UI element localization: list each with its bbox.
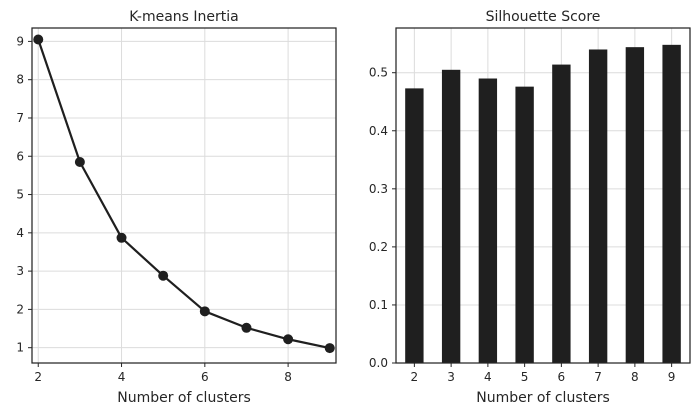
inertia-y-tick-label: 6: [16, 149, 24, 163]
inertia-y-tick-label: 1: [16, 341, 24, 355]
silhouette-y-tick-label: 0.1: [369, 298, 388, 312]
inertia-x-tick-label: 2: [34, 370, 42, 384]
inertia-data-point: [241, 322, 252, 333]
inertia-y-tick-label: 7: [16, 111, 24, 125]
inertia-data-point: [199, 306, 210, 317]
inertia-y-tick-label: 8: [16, 73, 24, 87]
silhouette-x-axis-label: Number of clusters: [476, 390, 610, 405]
silhouette-bar: [588, 49, 608, 363]
silhouette-x-tick-label: 3: [447, 370, 455, 384]
silhouette-x-tick-label: 7: [594, 370, 602, 384]
silhouette-bar: [625, 47, 645, 363]
inertia-x-tick-label: 8: [284, 370, 292, 384]
silhouette-bar: [515, 86, 534, 363]
silhouette-bar: [441, 69, 461, 363]
silhouette-x-tick-label: 8: [631, 370, 639, 384]
silhouette-bar: [478, 78, 498, 364]
silhouette-y-tick-label: 0.5: [369, 66, 388, 80]
silhouette-x-tick-label: 6: [558, 370, 566, 384]
inertia-data-point: [74, 157, 85, 167]
silhouette-y-tick-label: 0.3: [369, 182, 388, 196]
inertia-plot-frame: [31, 27, 337, 364]
silhouette-x-tick-label: 9: [668, 370, 676, 384]
inertia-y-tick-label: 9: [16, 34, 24, 48]
inertia-y-tick-label: 3: [16, 264, 24, 278]
inertia-chart-title: K-means Inertia: [129, 9, 239, 25]
silhouette-y-tick-label: 0.2: [369, 240, 388, 254]
silhouette-plot-frame: [395, 27, 691, 364]
inertia-series-line: [37, 39, 330, 350]
silhouette-chart: 0.0 0.1 0.2 0.3 0.4 0.5 2 3 4 5 6 7 8 9 Silhouette Sco…: [369, 9, 691, 405]
inertia-data-point: [33, 34, 44, 45]
silhouette-y-tick-label: 0.0: [369, 356, 388, 370]
inertia-x-tick-label: 6: [201, 370, 209, 384]
inertia-y-tick-label: 5: [16, 188, 24, 202]
silhouette-x-tick-label: 2: [411, 370, 419, 384]
silhouette-chart-title: Silhouette Score: [486, 9, 601, 25]
silhouette-x-tick-label: 4: [484, 370, 492, 384]
inertia-data-point: [283, 334, 294, 345]
inertia-x-axis-label: Number of clusters: [117, 390, 251, 405]
inertia-y-tick-label: 4: [16, 226, 24, 240]
inertia-y-tick-label: 2: [16, 302, 24, 316]
inertia-chart: 1 2 3 4 5 6 7 8 9 2 4 6 8 K-means Inertia Number of cl…: [16, 9, 337, 405]
silhouette-x-tick-label: 5: [521, 370, 529, 384]
silhouette-y-tick-label: 0.4: [369, 124, 388, 138]
inertia-data-point: [324, 343, 335, 354]
silhouette-bar: [552, 64, 571, 364]
silhouette-bar: [662, 44, 681, 363]
inertia-x-tick-label: 4: [118, 370, 126, 384]
silhouette-bar: [405, 88, 424, 363]
inertia-data-point: [116, 232, 127, 243]
inertia-data-point: [158, 270, 169, 281]
